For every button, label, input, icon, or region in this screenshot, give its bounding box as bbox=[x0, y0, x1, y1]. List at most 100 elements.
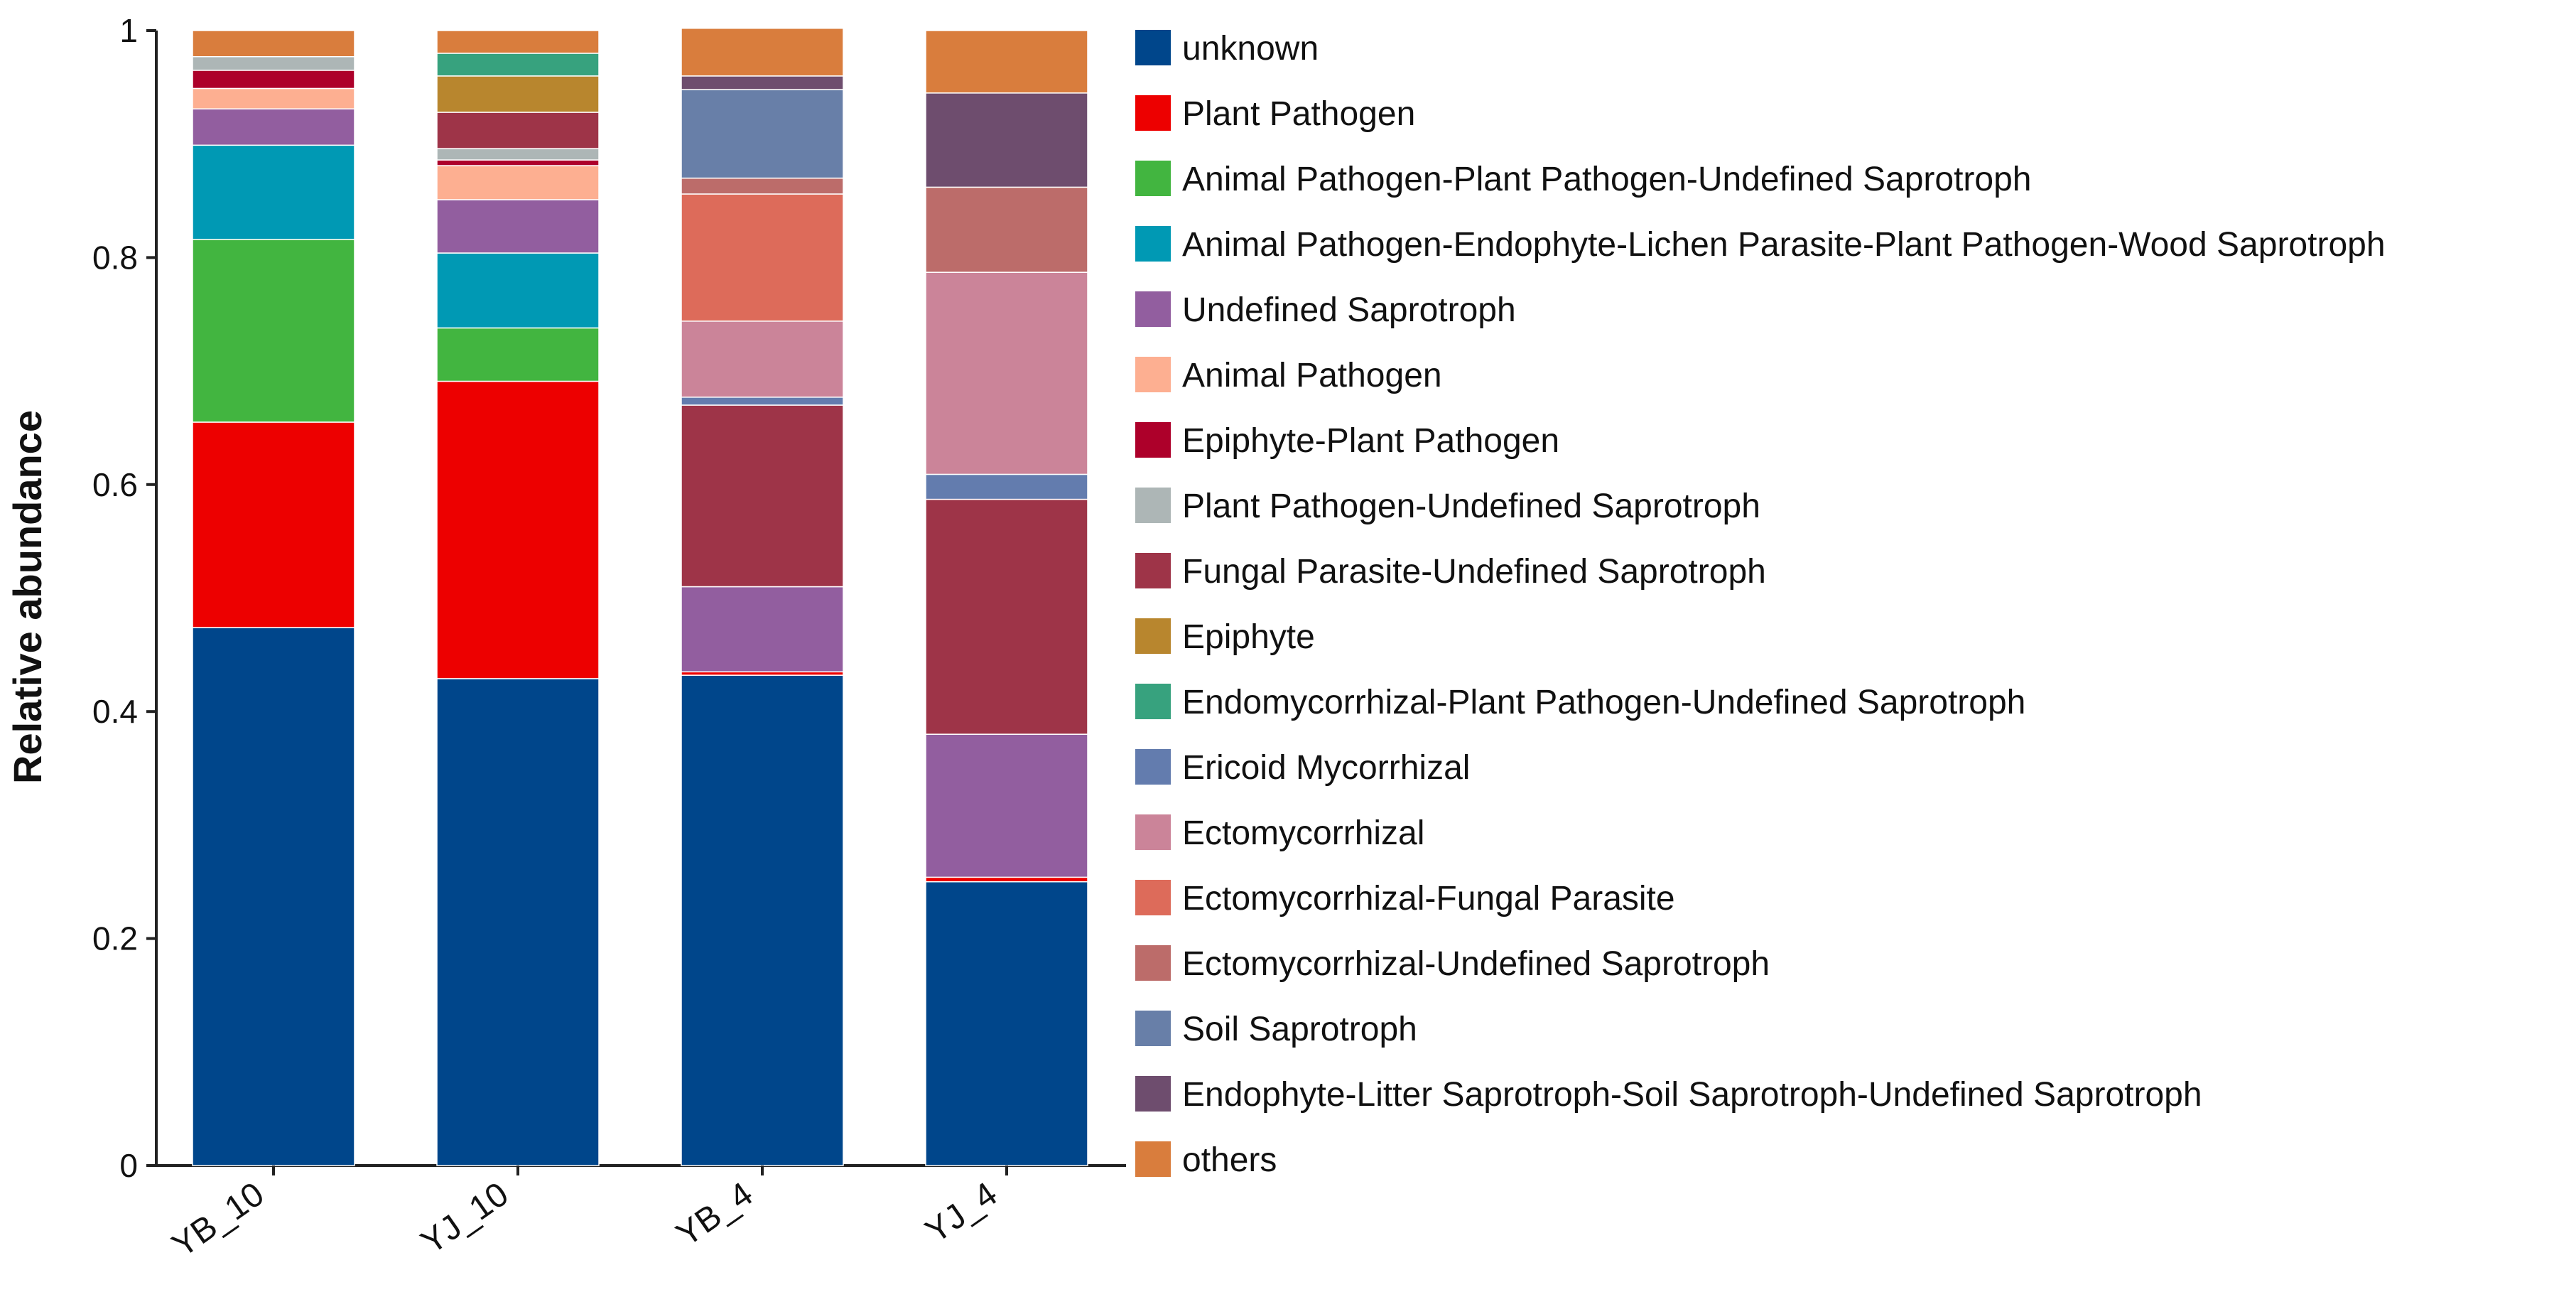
legend-swatch bbox=[1135, 357, 1171, 392]
legend-swatch bbox=[1135, 30, 1171, 65]
legend-item: Ectomycorrhizal-Undefined Saprotroph bbox=[1135, 945, 1770, 983]
legend-item: Plant Pathogen bbox=[1135, 95, 1415, 133]
bar-segment bbox=[192, 70, 355, 90]
legend-item: Epiphyte bbox=[1135, 618, 1315, 656]
bar-segment bbox=[925, 881, 1088, 1166]
legend-label: Plant Pathogen bbox=[1182, 95, 1415, 133]
bar-segment bbox=[925, 30, 1088, 94]
legend: unknown Plant Pathogen Animal Pathogen-Pla… bbox=[1135, 30, 2386, 1179]
bar-segment bbox=[681, 193, 844, 322]
legend-swatch bbox=[1135, 1076, 1171, 1112]
bar-segment bbox=[436, 165, 600, 200]
legend-item: Ectomycorrhizal bbox=[1135, 814, 1424, 852]
legend-label: Undefined Saprotroph bbox=[1182, 291, 1516, 329]
legend-label: unknown bbox=[1182, 30, 1319, 68]
bar-segment bbox=[436, 380, 600, 679]
legend-label: Ectomycorrhizal-Fungal Parasite bbox=[1182, 880, 1675, 917]
legend-swatch bbox=[1135, 226, 1171, 262]
y-tick-label: 0.4 bbox=[92, 693, 138, 730]
bar-segment bbox=[925, 186, 1088, 273]
legend-item: Ectomycorrhizal-Fungal Parasite bbox=[1135, 880, 1675, 917]
y-tick-label: 0.8 bbox=[92, 239, 138, 276]
legend-item: Ericoid Mycorrhizal bbox=[1135, 749, 1470, 787]
bar-segment bbox=[681, 28, 844, 77]
x-ticks: YB_10 YJ_10 YB_4 YJ_4 bbox=[166, 1166, 1008, 1265]
bar-segment bbox=[192, 239, 355, 423]
bar-segment bbox=[192, 55, 355, 71]
y-tick-label: 0 bbox=[119, 1147, 138, 1184]
bar-stack-YB_4 bbox=[681, 28, 844, 1166]
y-ticks: 0 0.2 0.4 0.6 0.8 1 bbox=[92, 12, 156, 1184]
bar-segment bbox=[436, 678, 600, 1166]
legend-item: unknown bbox=[1135, 30, 1319, 68]
bar-segment bbox=[925, 92, 1088, 188]
legend-label: Animal Pathogen-Plant Pathogen-Undefined… bbox=[1182, 161, 2031, 198]
legend-item: Epiphyte-Plant Pathogen bbox=[1135, 422, 1559, 460]
legend-label: Soil Saprotroph bbox=[1182, 1011, 1417, 1048]
x-tick-label: YB_4 bbox=[670, 1175, 760, 1254]
legend-label: others bbox=[1182, 1141, 1277, 1179]
legend-item: Endomycorrhizal-Plant Pathogen-Undefined… bbox=[1135, 684, 2025, 721]
bar-segment bbox=[681, 404, 844, 588]
legend-item: Animal Pathogen-Plant Pathogen-Undefined… bbox=[1135, 161, 2031, 198]
bar-segment bbox=[681, 177, 844, 195]
legend-swatch bbox=[1135, 684, 1171, 719]
legend-swatch bbox=[1135, 161, 1171, 196]
legend-item: Plant Pathogen-Undefined Saprotroph bbox=[1135, 488, 1760, 525]
legend-swatch bbox=[1135, 618, 1171, 654]
bar-segment bbox=[436, 30, 600, 54]
bar-segment bbox=[681, 75, 844, 90]
bar-segment bbox=[925, 498, 1088, 735]
bar-segment bbox=[192, 108, 355, 146]
legend-label: Endomycorrhizal-Plant Pathogen-Undefined… bbox=[1182, 684, 2025, 721]
legend-item: Endophyte-Litter Saprotroph-Soil Saprotr… bbox=[1135, 1076, 2202, 1114]
bar-segment bbox=[192, 421, 355, 628]
bar-stack-YJ_4 bbox=[925, 30, 1088, 1166]
bar-segment bbox=[436, 53, 600, 77]
bar-segment bbox=[192, 30, 355, 58]
legend-label: Fungal Parasite-Undefined Saprotroph bbox=[1182, 553, 1766, 591]
legend-label: Animal Pathogen bbox=[1182, 357, 1442, 394]
legend-item: others bbox=[1135, 1141, 1277, 1179]
legend-label: Ericoid Mycorrhizal bbox=[1182, 749, 1470, 787]
legend-label: Animal Pathogen-Endophyte-Lichen Parasit… bbox=[1182, 226, 2386, 264]
plot-area: 0 0.2 0.4 0.6 0.8 1 YB_10 YJ_10 YB_4 YJ_4 bbox=[92, 12, 1126, 1265]
legend-swatch bbox=[1135, 95, 1171, 131]
y-tick-label: 0.6 bbox=[92, 466, 138, 503]
y-tick-label: 1 bbox=[119, 12, 138, 49]
bar-stack-YB_10 bbox=[192, 30, 355, 1166]
bar-segment bbox=[436, 159, 600, 166]
bar-segment bbox=[925, 473, 1088, 500]
bar-segment bbox=[436, 112, 600, 149]
y-tick-label: 0.2 bbox=[92, 920, 138, 957]
legend-swatch bbox=[1135, 422, 1171, 458]
bar-segment bbox=[192, 87, 355, 109]
bar-segment bbox=[681, 397, 844, 406]
legend-label: Ectomycorrhizal-Undefined Saprotroph bbox=[1182, 945, 1770, 983]
bar-segment bbox=[681, 674, 844, 1166]
bar-segment bbox=[192, 627, 355, 1166]
legend-item: Animal Pathogen bbox=[1135, 357, 1442, 394]
legend-label: Epiphyte bbox=[1182, 618, 1315, 656]
legend-label: Endophyte-Litter Saprotroph-Soil Saprotr… bbox=[1182, 1076, 2202, 1114]
bar-segment bbox=[436, 148, 600, 161]
x-tick-label: YJ_10 bbox=[414, 1175, 515, 1261]
bar-segment bbox=[192, 144, 355, 240]
bar-segment bbox=[436, 252, 600, 329]
bar-segment bbox=[436, 199, 600, 254]
legend-item: Soil Saprotroph bbox=[1135, 1011, 1417, 1048]
bar-segment bbox=[681, 89, 844, 179]
bar-segment bbox=[681, 586, 844, 673]
bar-stack-YJ_10 bbox=[436, 30, 600, 1166]
x-tick-label: YJ_4 bbox=[919, 1175, 1004, 1251]
legend-swatch bbox=[1135, 880, 1171, 915]
legend-swatch bbox=[1135, 488, 1171, 523]
legend-item: Animal Pathogen-Endophyte-Lichen Parasit… bbox=[1135, 226, 2386, 264]
bar-segment bbox=[681, 321, 844, 398]
bars bbox=[192, 28, 1088, 1166]
bar-segment bbox=[925, 876, 1088, 883]
legend-item: Fungal Parasite-Undefined Saprotroph bbox=[1135, 553, 1766, 591]
legend-label: Ectomycorrhizal bbox=[1182, 814, 1424, 852]
y-axis-title: Relative abundance bbox=[5, 410, 50, 784]
